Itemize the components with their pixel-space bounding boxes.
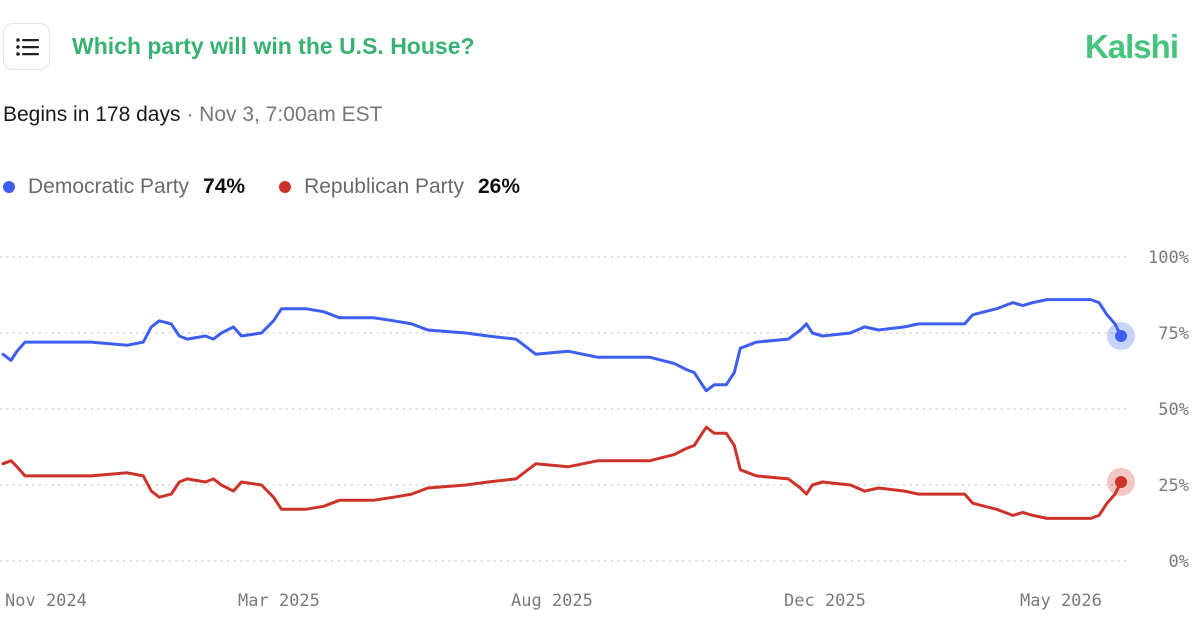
x-tick-label: Mar 2025 [238, 591, 320, 611]
begins-countdown: Begins in 178 days [3, 103, 181, 126]
legend-label: Democratic Party [28, 175, 190, 198]
legend-value: 74% [203, 175, 246, 198]
menu-button[interactable] [3, 23, 50, 70]
y-tick-label: 50% [1158, 400, 1189, 420]
line-chart[interactable]: 100% 75% 50% 25% 0% Nov 2024 Mar 2025 Aug 2025 D… [0, 235, 1199, 625]
separator: · [186, 103, 194, 126]
y-tick-label: 0% [1169, 552, 1189, 572]
y-tick-label: 100% [1148, 248, 1189, 268]
chart-legend: Democratic Party 74% Republican Party 26… [3, 175, 554, 199]
legend-item-republican[interactable]: Republican Party 26% [279, 175, 520, 199]
legend-item-democratic[interactable]: Democratic Party 74% [3, 175, 245, 199]
series-line-republican [1, 425, 1123, 520]
x-tick-label: Aug 2025 [511, 591, 593, 611]
legend-label: Republican Party [304, 175, 464, 198]
y-tick-label: 75% [1158, 324, 1189, 344]
endpoint-marker [1114, 330, 1127, 343]
legend-value: 26% [478, 175, 521, 198]
page-title[interactable]: Which party will win the U.S. House? [72, 33, 475, 59]
x-tick-label: Dec 2025 [784, 591, 866, 611]
series-line-democratic [1, 298, 1123, 393]
brand-logo[interactable]: Kalshi [1084, 28, 1179, 65]
list-icon [16, 38, 39, 56]
x-tick-label: May 2026 [1020, 591, 1102, 611]
event-datetime: Nov 3, 7:00am EST [199, 103, 383, 126]
endpoint-marker [1114, 475, 1127, 488]
event-timing: Begins in 178 days · Nov 3, 7:00am EST [3, 103, 382, 127]
x-tick-label: Nov 2024 [5, 591, 87, 611]
republican-dot-icon [279, 181, 292, 193]
democratic-dot-icon [3, 181, 15, 193]
y-tick-label: 25% [1158, 476, 1189, 496]
